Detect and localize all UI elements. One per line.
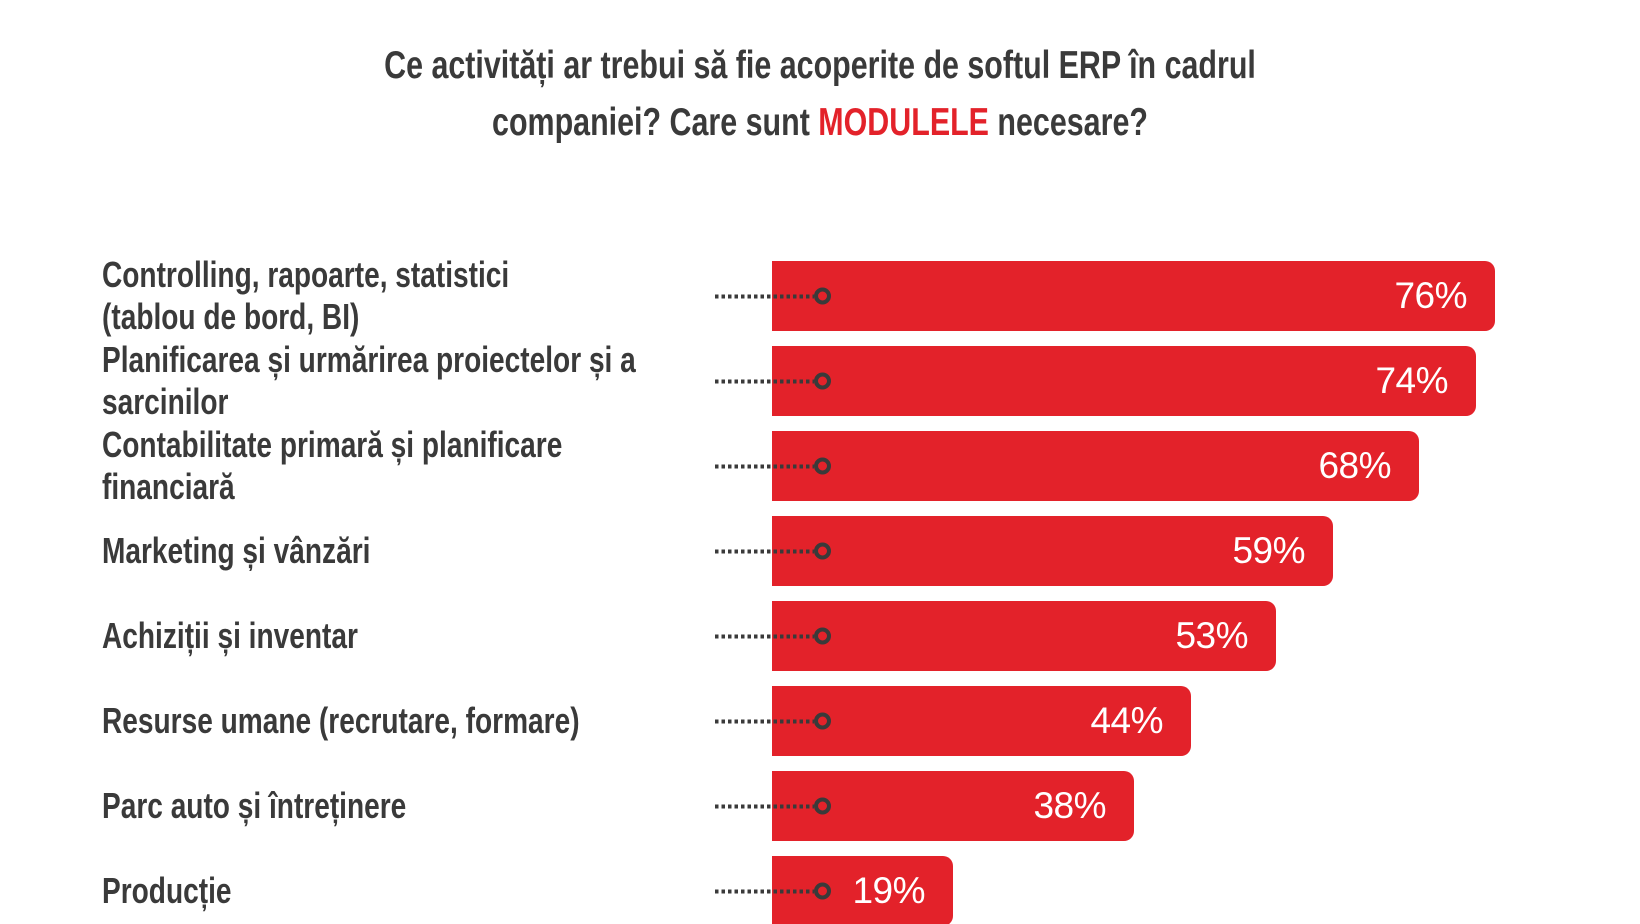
dotted-line (715, 634, 814, 638)
chart-row: Achiziții și inventar 53% (0, 601, 1640, 671)
chart-row: Resurse umane (recrutare, formare) 44% (0, 686, 1640, 756)
dotted-line (715, 294, 814, 298)
leader-line (715, 287, 831, 305)
category-label: Achiziții și inventar (102, 615, 358, 656)
bar: 76% (772, 261, 1495, 331)
chart-row: Planificarea și urmărirea proiectelor și… (0, 339, 1640, 422)
dotted-line (715, 549, 814, 553)
chart-title: Ce activități ar trebui să fie acoperite… (207, 37, 1433, 151)
chart-row: Contabilitate primară și planificare fin… (0, 424, 1640, 507)
category-label: Planificarea și urmărirea proiectelor și… (102, 339, 636, 422)
circle-marker-icon (814, 627, 831, 645)
dotted-line (715, 719, 814, 723)
bar: 68% (772, 431, 1419, 501)
category-label: Controlling, rapoarte, statistici (tablo… (102, 254, 510, 337)
leader-line (715, 712, 831, 730)
bar-track: 44% (715, 686, 1640, 756)
category-label: Parc auto și întreținere (102, 785, 407, 826)
category-label: Marketing și vânzări (102, 530, 371, 571)
value-label: 38% (1033, 785, 1106, 826)
value-label: 53% (1175, 615, 1248, 656)
infographic-slide: Ce activități ar trebui să fie acoperite… (0, 37, 1640, 924)
chart-row: Producție 19% (0, 856, 1640, 924)
bar: 53% (772, 601, 1276, 671)
chart-row: Controlling, rapoarte, statistici (tablo… (0, 254, 1640, 337)
bar-chart: Controlling, rapoarte, statistici (tablo… (0, 254, 1640, 924)
chart-row: Parc auto și întreținere 38% (0, 771, 1640, 841)
title-line-1: Ce activități ar trebui să fie acoperite… (384, 44, 1256, 87)
dotted-line (715, 379, 814, 383)
bar-track: 74% (715, 346, 1640, 416)
circle-marker-icon (814, 712, 831, 730)
bar: 38% (772, 771, 1134, 841)
leader-line (715, 542, 831, 560)
dotted-line (715, 889, 814, 893)
chart-row: Marketing și vânzări 59% (0, 516, 1640, 586)
category-label: Resurse umane (recrutare, formare) (102, 700, 580, 741)
value-label: 74% (1375, 360, 1448, 401)
leader-line (715, 627, 831, 645)
circle-marker-icon (814, 287, 831, 305)
title-line-2: companiei? Care sunt MODULELE necesare? (492, 101, 1148, 144)
value-label: 59% (1232, 530, 1305, 571)
bar-track: 19% (715, 856, 1640, 924)
bar-track: 68% (715, 431, 1640, 501)
value-label: 44% (1090, 700, 1163, 741)
title-highlight: MODULELE (818, 101, 989, 144)
leader-line (715, 457, 831, 475)
bar-track: 53% (715, 601, 1640, 671)
value-label: 76% (1394, 275, 1467, 316)
bar: 59% (772, 516, 1333, 586)
circle-marker-icon (814, 542, 831, 560)
circle-marker-icon (814, 882, 831, 900)
bar-track: 59% (715, 516, 1640, 586)
dotted-line (715, 804, 814, 808)
bar-track: 76% (715, 261, 1640, 331)
value-label: 19% (852, 870, 925, 911)
bar: 44% (772, 686, 1191, 756)
bar: 74% (772, 346, 1476, 416)
leader-line (715, 882, 831, 900)
value-label: 68% (1318, 445, 1391, 486)
leader-line (715, 372, 831, 390)
category-label: Contabilitate primară și planificare fin… (102, 424, 563, 507)
bar-track: 38% (715, 771, 1640, 841)
circle-marker-icon (814, 797, 831, 815)
title-line-2-suffix: necesare? (988, 101, 1148, 144)
leader-line (715, 797, 831, 815)
dotted-line (715, 464, 814, 468)
circle-marker-icon (814, 457, 831, 475)
category-label: Producție (102, 870, 232, 911)
circle-marker-icon (814, 372, 831, 390)
title-line-2-text: companiei? Care sunt (492, 101, 819, 144)
